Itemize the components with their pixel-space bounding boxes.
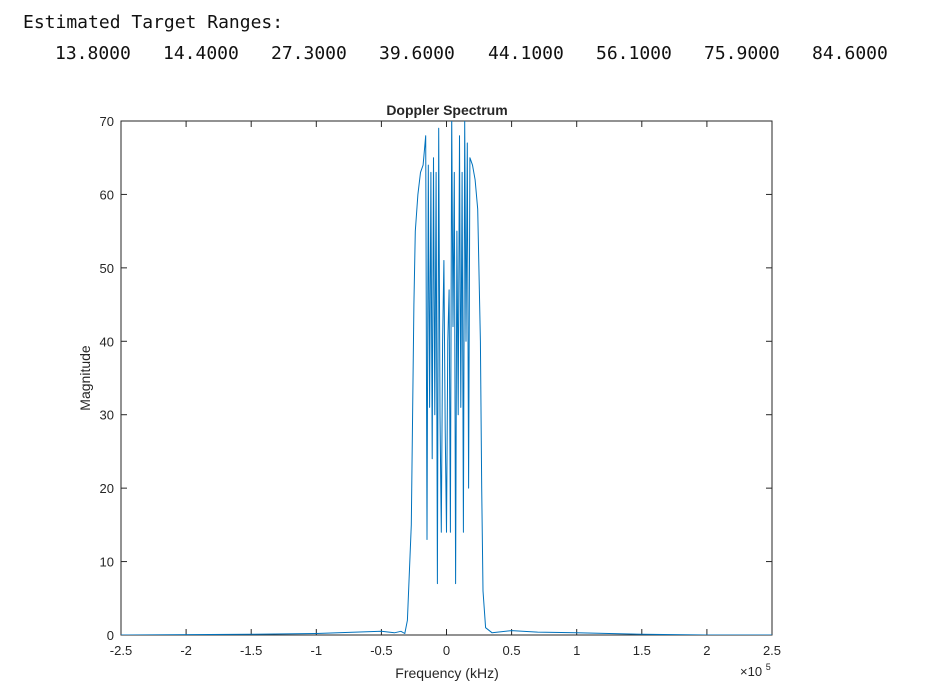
doppler-spectrum-chart: Doppler Spectrum -2.5 -2 -1.5 -1 -0.5 0 0.5 1 1.… [77,102,782,681]
y-tick-label: 60 [100,187,114,202]
range-value-6: 56.1000 [596,43,672,64]
x-tick-label: 2 [703,643,710,658]
x-tick-label: 1 [573,643,580,658]
x-tick-label: 0.5 [503,643,521,658]
chart-title: Doppler Spectrum [386,102,507,118]
console-heading: Estimated Target Ranges: [23,12,284,33]
y-tick-label: 10 [100,555,114,570]
range-value-2: 14.4000 [163,43,239,64]
range-value-3: 27.3000 [271,43,347,64]
axes-layer [120,120,773,636]
x-exponent-label: ×10 5 [740,662,771,679]
spectrum-line [121,121,772,635]
command-window-output: Estimated Target Ranges: 13.8000 14.4000… [0,0,940,80]
x-tick-label: -2.5 [110,643,132,658]
plot-area-box [120,120,773,636]
range-value-4: 39.6000 [379,43,455,64]
x-tick-label: 2.5 [763,643,781,658]
y-tick-label: 20 [100,481,114,496]
x-exponent-power: 5 [766,662,771,672]
y-tick-label: 70 [100,114,114,129]
range-value-8: 84.6000 [812,43,888,64]
x-tick-label: -1 [311,643,323,658]
x-tick-label: 0 [443,643,450,658]
y-tick-label: 50 [100,261,114,276]
x-axis-label: Frequency (kHz) [395,665,498,681]
ticks-layer: -2.5 -2 -1.5 -1 -0.5 0 0.5 1 1.5 2 2.5 0 10 20 30 40 50 6… [100,114,782,658]
series-layer [121,121,772,635]
range-values-row: 13.8000 14.4000 27.3000 39.6000 44.1000 … [0,43,940,67]
range-value-5: 44.1000 [488,43,564,64]
x-tick-label: 1.5 [633,643,651,658]
y-tick-label: 0 [107,628,114,643]
y-tick-label: 30 [100,408,114,423]
range-value-1: 13.8000 [55,43,131,64]
y-tick-label: 40 [100,334,114,349]
x-tick-label: -2 [180,643,192,658]
x-tick-label: -0.5 [370,643,392,658]
range-value-7: 75.9000 [704,43,780,64]
x-tick-label: -1.5 [240,643,262,658]
x-exponent-base: ×10 [740,664,762,679]
y-axis-label: Magnitude [77,345,93,411]
